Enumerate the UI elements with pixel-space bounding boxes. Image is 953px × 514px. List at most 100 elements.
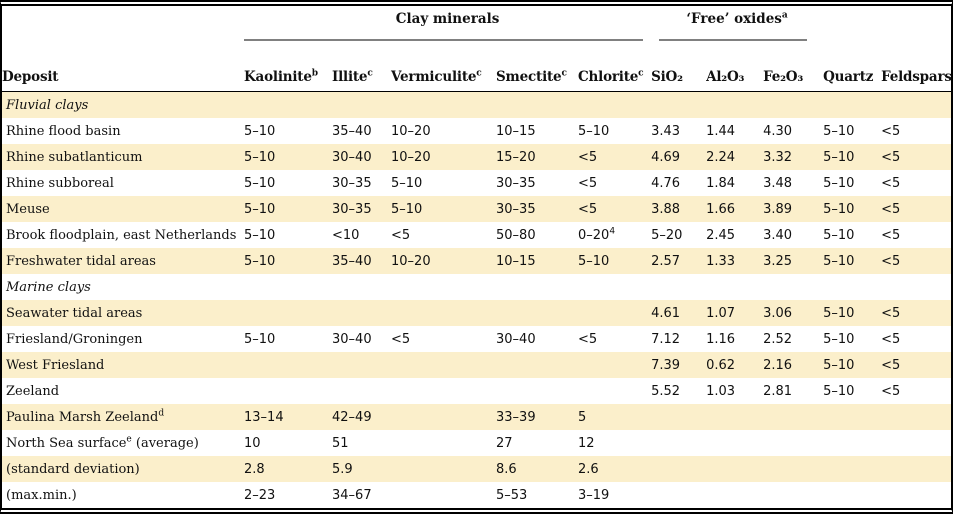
cell-kaolinite: 2.8 bbox=[244, 461, 265, 477]
cell-illite: 51 bbox=[332, 435, 349, 451]
cell-deposit: Paulina Marsh Zeelandd bbox=[6, 408, 165, 425]
cell-smectite: 5–53 bbox=[496, 487, 528, 503]
cell-quartz: 5–10 bbox=[823, 149, 855, 165]
table-row: (max.min.) 2–23 34–67 5–53 3–19 bbox=[2, 482, 951, 508]
cell-feldspars bbox=[881, 456, 951, 482]
cell-al2o3 bbox=[706, 404, 763, 430]
spanner-spacer-right bbox=[823, 6, 951, 41]
cell-feldspars: <5 bbox=[881, 383, 901, 399]
cell-quartz: 5–10 bbox=[823, 175, 855, 191]
cell-kaolinite: 10 bbox=[244, 435, 261, 451]
cell-deposit: Zeeland bbox=[6, 383, 60, 399]
table-row: Brook floodplain, east Netherlands 5–10 <1… bbox=[2, 222, 951, 248]
cell-chlorite: <5 bbox=[578, 331, 598, 347]
cell-smectite: 8.6 bbox=[496, 461, 517, 477]
cell-kaolinite: 5–10 bbox=[244, 227, 276, 243]
cell-al2o3: 2.24 bbox=[706, 149, 736, 165]
cell-fe2o3: 3.48 bbox=[763, 175, 793, 191]
cell-kaolinite bbox=[244, 352, 332, 378]
cell-illite bbox=[332, 352, 391, 378]
cell-kaolinite: 5–10 bbox=[244, 253, 276, 269]
cell-chlorite bbox=[578, 378, 651, 404]
cell-smectite: 10–15 bbox=[496, 123, 536, 139]
cell-illite: <10 bbox=[332, 227, 360, 243]
cell-deposit: (max.min.) bbox=[6, 487, 77, 503]
cell-quartz bbox=[823, 404, 881, 430]
data-table: Clay minerals ‘Free’ oxidesa Deposit Kao… bbox=[2, 6, 952, 508]
cell-sio2: 7.39 bbox=[651, 357, 681, 373]
cell-fe2o3: 3.32 bbox=[763, 149, 793, 165]
cell-fe2o3: 4.30 bbox=[763, 123, 793, 139]
cell-kaolinite: 5–10 bbox=[244, 201, 276, 217]
free-oxides-rule bbox=[659, 39, 808, 41]
cell-illite: 35–40 bbox=[332, 123, 372, 139]
cell-kaolinite bbox=[244, 300, 332, 326]
cell-quartz: 5–10 bbox=[823, 357, 855, 373]
cell-chlorite: <5 bbox=[578, 201, 598, 217]
cell-deposit: Fluvial clays bbox=[6, 97, 89, 113]
cell-sio2: 3.43 bbox=[651, 123, 681, 139]
cell-chlorite: 2.6 bbox=[578, 461, 599, 477]
cell-illite: 30–40 bbox=[332, 331, 372, 347]
col-header-deposit: Deposit bbox=[2, 41, 244, 92]
cell-feldspars: <5 bbox=[881, 305, 901, 321]
cell-deposit: (standard deviation) bbox=[6, 461, 140, 477]
cell-quartz bbox=[823, 92, 881, 119]
cell-fe2o3 bbox=[763, 404, 823, 430]
cell-smectite bbox=[496, 300, 578, 326]
cell-al2o3 bbox=[706, 482, 763, 508]
clay-minerals-rule bbox=[244, 39, 644, 41]
cell-kaolinite bbox=[244, 274, 332, 300]
cell-sio2 bbox=[651, 430, 706, 456]
cell-smectite bbox=[496, 92, 578, 119]
cell-feldspars: <5 bbox=[881, 357, 901, 373]
cell-illite: 5.9 bbox=[332, 461, 353, 477]
cell-kaolinite: 5–10 bbox=[244, 123, 276, 139]
col-header-smectite: Smectitec bbox=[496, 41, 578, 92]
column-header-row: Deposit Kaoliniteb Illitec Vermiculitec … bbox=[2, 41, 952, 92]
cell-sio2: 4.76 bbox=[651, 175, 681, 191]
cell-sio2: 5–20 bbox=[651, 227, 683, 243]
table-row: (standard deviation) 2.8 5.9 8.6 2.6 bbox=[2, 456, 952, 482]
cell-vermiculite bbox=[391, 378, 496, 404]
cell-sio2 bbox=[651, 456, 706, 482]
cell-feldspars: <5 bbox=[881, 253, 901, 269]
cell-quartz: 5–10 bbox=[823, 383, 855, 399]
col-header-feldspars: Feldspars bbox=[881, 41, 952, 92]
cell-chlorite bbox=[578, 300, 651, 326]
cell-vermiculite bbox=[391, 352, 496, 378]
cell-fe2o3 bbox=[763, 482, 823, 508]
cell-vermiculite: 10–20 bbox=[391, 149, 431, 165]
cell-illite: 30–35 bbox=[332, 201, 372, 217]
cell-vermiculite: 10–20 bbox=[391, 253, 431, 269]
clay-minerals-spanner: Clay minerals bbox=[244, 6, 651, 41]
cell-quartz bbox=[823, 482, 881, 508]
cell-smectite: 30–40 bbox=[496, 331, 536, 347]
cell-deposit: Marine clays bbox=[6, 279, 91, 295]
section-row: Marine clays bbox=[2, 274, 951, 300]
cell-smectite bbox=[496, 274, 578, 300]
cell-sio2: 2.57 bbox=[651, 253, 681, 269]
cell-kaolinite: 13–14 bbox=[244, 409, 284, 425]
cell-feldspars: <5 bbox=[881, 331, 901, 347]
cell-chlorite: 5–10 bbox=[578, 123, 610, 139]
cell-illite: 30–40 bbox=[332, 149, 372, 165]
table-row: West Friesland 7.39 0.62 2.16 5–10 <5 bbox=[2, 352, 952, 378]
cell-deposit: Seawater tidal areas bbox=[6, 305, 143, 321]
cell-vermiculite bbox=[391, 300, 496, 326]
cell-smectite: 30–35 bbox=[496, 175, 536, 191]
cell-sio2: 5.52 bbox=[651, 383, 681, 399]
cell-quartz: 5–10 bbox=[823, 331, 855, 347]
cell-smectite: 27 bbox=[496, 435, 513, 451]
cell-deposit: North Sea surfacee (average) bbox=[6, 434, 199, 451]
cell-fe2o3 bbox=[763, 92, 823, 119]
cell-smectite: 50–80 bbox=[496, 227, 536, 243]
cell-vermiculite bbox=[391, 482, 496, 508]
cell-sio2: 4.69 bbox=[651, 149, 681, 165]
cell-kaolinite: 5–10 bbox=[244, 175, 276, 191]
cell-feldspars: <5 bbox=[881, 227, 901, 243]
cell-vermiculite: 10–20 bbox=[391, 123, 431, 139]
cell-kaolinite bbox=[244, 378, 332, 404]
cell-deposit: Brook floodplain, east Netherlands bbox=[6, 227, 237, 243]
